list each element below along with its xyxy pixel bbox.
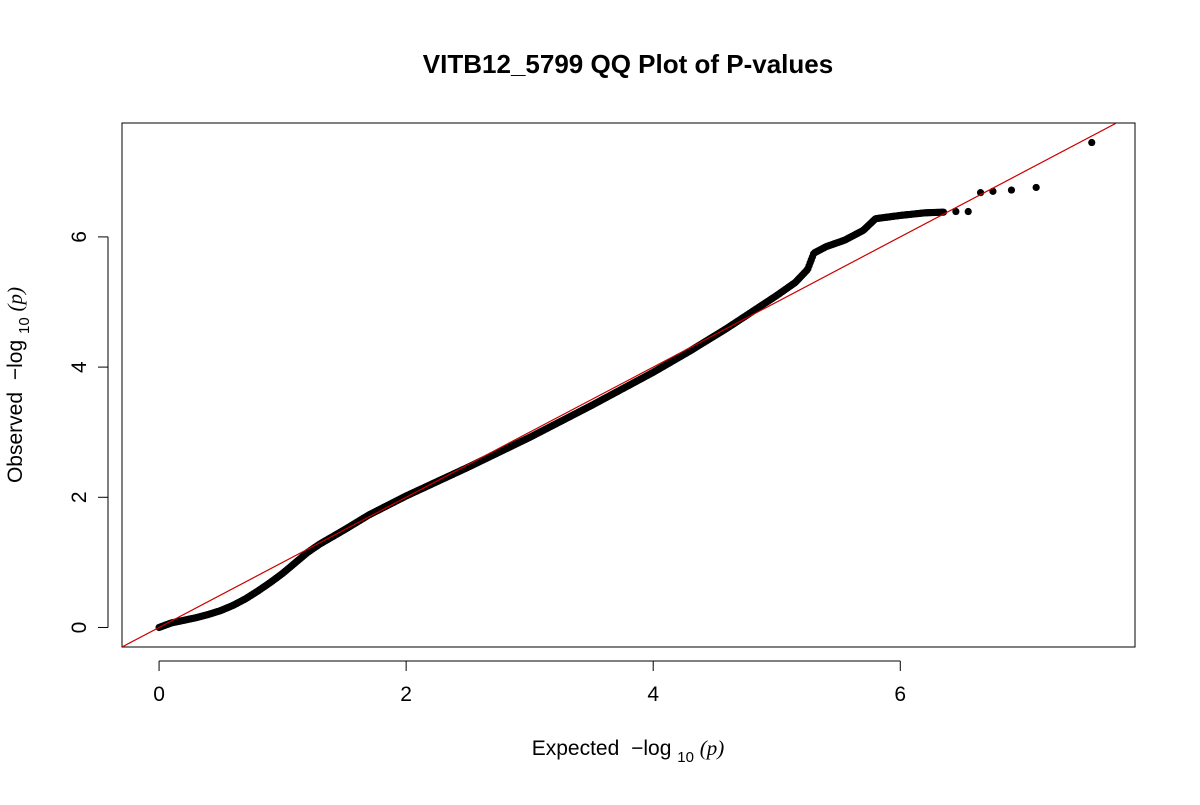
y-tick-label: 4: [68, 361, 91, 373]
y-tick-label: 0: [68, 622, 91, 634]
x-axis: 0 2 4 6: [153, 660, 906, 706]
reference-line-layer: [122, 123, 1118, 647]
x-axis-label-prefix: Expected: [532, 737, 620, 760]
qq-point: [1007, 186, 1016, 194]
qq-point: [976, 189, 985, 197]
y-tick-label: 6: [68, 231, 91, 243]
x-axis-label-arg: (p): [700, 736, 725, 760]
qq-point: [1032, 183, 1040, 192]
qq-point: [964, 207, 972, 216]
x-tick-label: 0: [153, 683, 165, 706]
x-tick-label: 6: [894, 683, 906, 706]
plot-frame: [121, 122, 1136, 648]
y-axis-label-log: −log: [4, 340, 27, 380]
y-axis-label-subscript: 10: [16, 317, 33, 334]
reference-line: [122, 123, 1118, 647]
qq-point: [939, 208, 948, 216]
y-axis-label-arg: (p): [3, 287, 27, 312]
qq-point: [1088, 138, 1096, 147]
x-axis-label-log: −log: [631, 737, 671, 760]
y-tick-label: 2: [68, 491, 91, 503]
chart-title: VITB12_5799 QQ Plot of P-values: [423, 49, 833, 79]
points-layer: [155, 138, 1096, 632]
x-tick-label: 2: [400, 683, 412, 706]
y-axis-label: Observed −log 10 (p): [3, 287, 34, 483]
y-axis: 0 2 4 6: [68, 231, 109, 634]
qq-point: [952, 207, 960, 216]
x-tick-label: 4: [647, 683, 659, 706]
y-axis-label-prefix: Observed: [4, 392, 27, 483]
x-axis-label: Expected −log 10 (p): [532, 736, 725, 767]
x-axis-label-subscript: 10: [677, 749, 694, 766]
